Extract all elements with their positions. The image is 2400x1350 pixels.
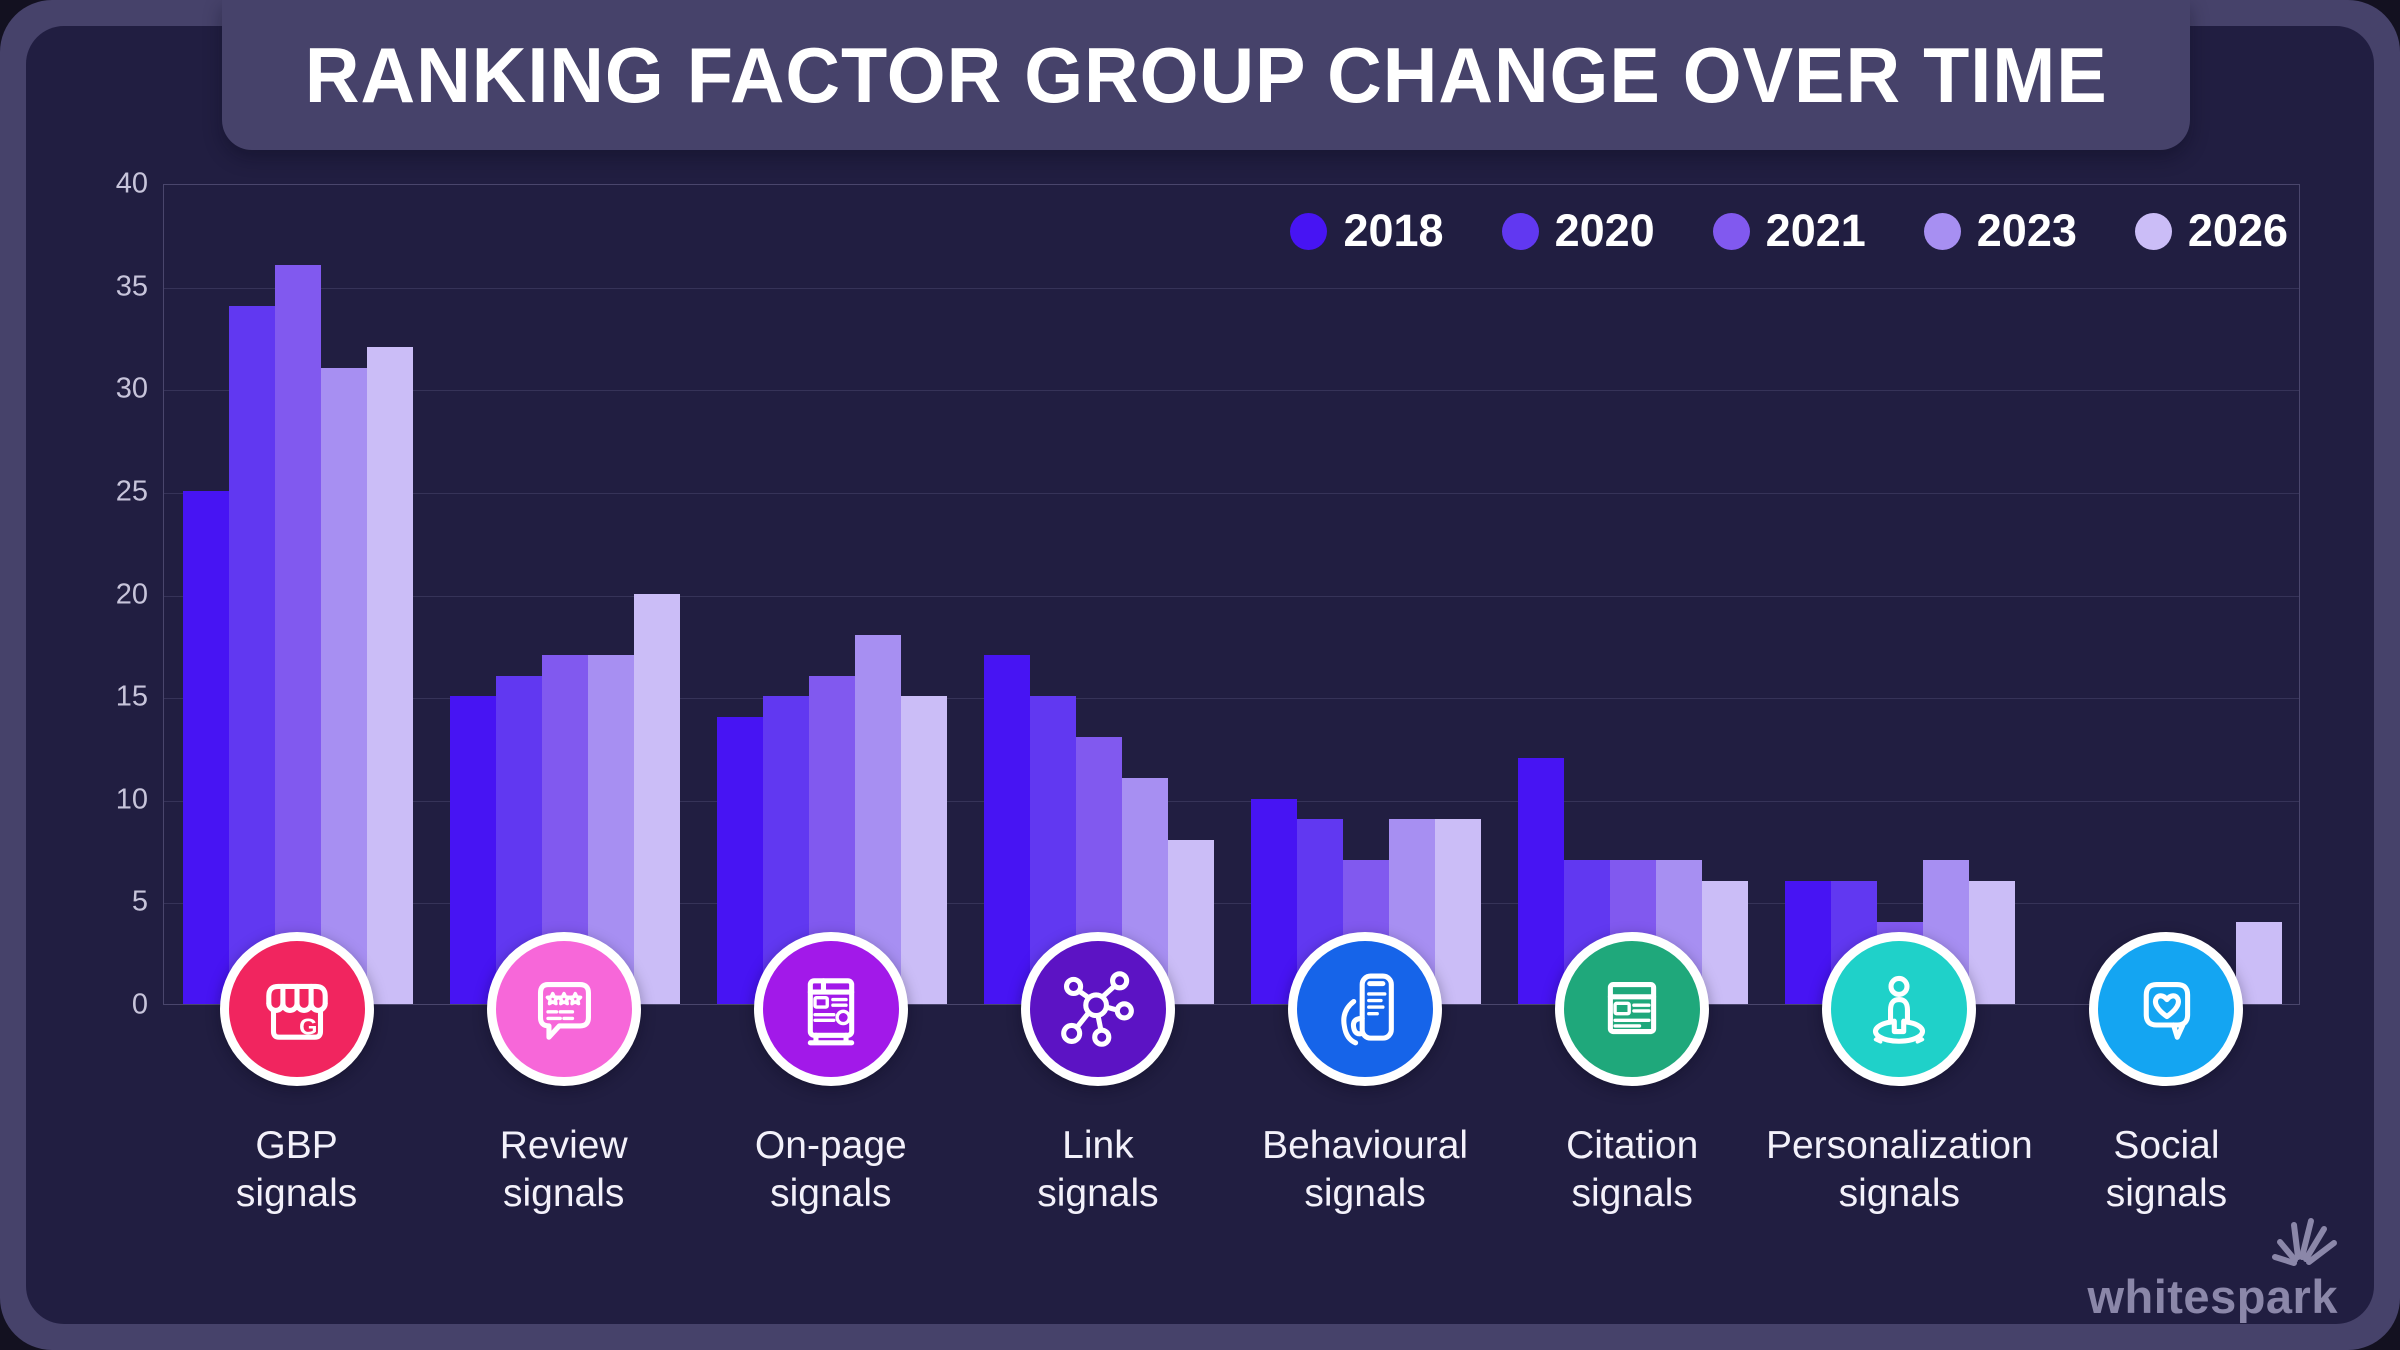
bar-2018-on-page-signals — [716, 716, 763, 1004]
bar-2026-behavioural-signals — [1435, 819, 1482, 1004]
legend-label: 2026 — [2187, 205, 2288, 256]
category-label-social-signals: Social signals — [2105, 1124, 2228, 1215]
spark-icon — [2272, 1218, 2337, 1266]
category-label-link-signals: Link signals — [1037, 1124, 1159, 1215]
category-label-behavioural-signals: Behavioural signals — [1262, 1124, 1469, 1215]
bar-2020-gbp-signals — [228, 306, 275, 1004]
legend-label: 2023 — [1976, 205, 2077, 256]
whitespark-wordmark: whitespark — [2087, 1270, 2338, 1323]
bar-2023-gbp-signals — [320, 367, 367, 1004]
gridline — [164, 492, 2299, 494]
category-label-personalization-signals: Personalization signals — [1765, 1124, 2033, 1215]
link-network-icon — [1020, 932, 1175, 1086]
category-label-review-signals: Review signals — [499, 1124, 628, 1215]
storefront-g-icon: G — [219, 932, 374, 1086]
legend-dot-icon — [1290, 212, 1328, 250]
legend-dot-icon — [1501, 212, 1539, 250]
y-tick-label: 20 — [115, 578, 148, 610]
bar-2018-citation-signals — [1518, 757, 1565, 1004]
y-tick-label: 40 — [115, 167, 148, 200]
legend-dot-icon — [1923, 212, 1961, 250]
bar-2026-personalization-signals — [1969, 880, 2016, 1004]
bar-2026-citation-signals — [1702, 880, 1749, 1004]
bar-2018-review-signals — [449, 696, 496, 1004]
bar-2026-on-page-signals — [900, 696, 947, 1004]
gridline — [164, 287, 2299, 289]
legend-item-2020: 2020 — [1501, 205, 1655, 257]
legend-label: 2020 — [1554, 205, 1655, 256]
chart-panel — [26, 26, 2374, 1324]
chart-title: RANKING FACTOR GROUP CHANGE OVER TIME — [304, 30, 2108, 119]
legend-dot-icon — [1712, 212, 1750, 250]
y-tick-label: 10 — [115, 783, 148, 816]
gridline — [164, 903, 2299, 905]
y-tick-label: 25 — [115, 475, 148, 508]
legend-item-2018: 2018 — [1290, 205, 1444, 257]
gridline — [164, 390, 2299, 392]
bar-2026-social-signals — [2236, 921, 2283, 1004]
hand-phone-icon — [1288, 932, 1443, 1086]
y-tick-label: 0 — [131, 988, 148, 1021]
legend: 2018 2020 2021 2023 2026 — [1290, 205, 2288, 257]
plot-area — [163, 184, 2300, 1005]
category-label-gbp-signals: GBP signals — [235, 1124, 358, 1215]
legend-label: 2018 — [1343, 205, 1444, 256]
citation-page-icon — [1555, 932, 1710, 1086]
bar-2021-gbp-signals — [274, 265, 321, 1004]
person-icon — [1822, 932, 1977, 1086]
y-tick-label: 15 — [115, 680, 148, 713]
bar-2026-link-signals — [1167, 839, 1214, 1004]
category-label-on-page-signals: On-page signals — [754, 1124, 907, 1215]
legend-item-2021: 2021 — [1712, 205, 1866, 257]
bar-2018-behavioural-signals — [1251, 798, 1298, 1004]
legend-item-2023: 2023 — [1923, 205, 2077, 257]
onpage-document-icon — [753, 932, 908, 1086]
gridline — [164, 698, 2299, 700]
y-tick-label: 5 — [131, 885, 148, 918]
bar-2018-gbp-signals — [182, 490, 229, 1004]
legend-item-2026: 2026 — [2134, 205, 2288, 257]
bar-2018-link-signals — [983, 655, 1030, 1004]
bar-2026-gbp-signals — [366, 347, 413, 1004]
legend-label: 2021 — [1765, 205, 1866, 256]
heart-bubble-icon — [2089, 932, 2244, 1086]
bar-2026-review-signals — [633, 593, 680, 1004]
category-label-citation-signals: Citation signals — [1566, 1124, 1699, 1215]
svg-text:G: G — [299, 1013, 317, 1039]
gridline — [164, 800, 2299, 802]
gridline — [164, 595, 2299, 597]
whitespark-logo: whitespark — [2014, 1218, 2344, 1328]
review-stars-icon — [486, 932, 641, 1086]
y-tick-label: 30 — [115, 372, 148, 405]
bar-2018-personalization-signals — [1785, 880, 1832, 1004]
title-banner: RANKING FACTOR GROUP CHANGE OVER TIME — [222, 0, 2190, 150]
y-tick-label: 35 — [115, 270, 148, 303]
legend-dot-icon — [2134, 212, 2172, 250]
